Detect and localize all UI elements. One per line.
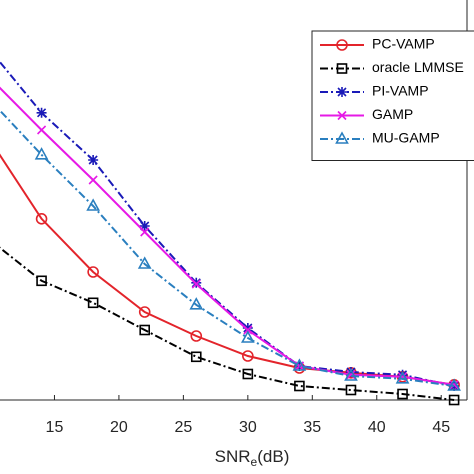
marker xyxy=(139,221,150,231)
series-line xyxy=(0,109,455,387)
legend-marker xyxy=(337,87,347,97)
series-line xyxy=(0,86,455,386)
marker xyxy=(140,227,150,237)
x-axis-label: SNRe(dB) xyxy=(215,447,290,469)
marker xyxy=(37,125,47,135)
x-tick-label: 20 xyxy=(110,419,128,436)
marker xyxy=(139,324,151,336)
marker xyxy=(447,378,461,391)
marker xyxy=(344,368,358,381)
marker xyxy=(242,350,254,362)
legend-label: PC-VAMP xyxy=(372,36,435,52)
marker xyxy=(345,384,357,396)
x-tick-label: 45 xyxy=(432,419,450,436)
marker xyxy=(346,370,356,380)
marker xyxy=(190,351,202,363)
marker xyxy=(138,306,151,318)
legend-label: GAMP xyxy=(372,106,413,122)
marker xyxy=(240,330,255,343)
x-tick-label: 15 xyxy=(46,419,64,436)
x-tick-label: 35 xyxy=(303,419,321,436)
marker xyxy=(190,330,203,342)
legend-marker xyxy=(336,63,348,74)
marker xyxy=(395,371,410,384)
marker xyxy=(87,266,99,278)
marker xyxy=(36,107,47,118)
marker xyxy=(137,256,152,269)
series-line xyxy=(0,153,455,386)
marker xyxy=(242,368,254,380)
x-tick-label: 30 xyxy=(239,419,257,436)
marker xyxy=(449,380,459,390)
x-tick-label: 25 xyxy=(174,419,192,436)
marker xyxy=(88,155,99,165)
marker xyxy=(87,297,99,309)
series-line xyxy=(0,246,455,401)
marker xyxy=(397,388,408,400)
marker xyxy=(345,367,356,377)
legend-label: PI-VAMP xyxy=(372,83,429,99)
series-line xyxy=(0,60,455,387)
marker xyxy=(243,325,253,335)
marker xyxy=(448,394,460,406)
marker xyxy=(294,380,305,392)
legend-label: MU-GAMP xyxy=(372,130,440,146)
marker xyxy=(397,369,408,380)
legend-label: oracle LMMSE xyxy=(372,59,464,75)
marker xyxy=(189,297,204,310)
marker xyxy=(34,147,49,160)
legend-marker xyxy=(337,110,347,121)
x-label-sub: e xyxy=(251,455,258,469)
marker xyxy=(35,213,48,225)
marker xyxy=(36,275,47,287)
marker xyxy=(242,323,253,333)
marker xyxy=(86,198,100,211)
legend-marker xyxy=(336,39,348,51)
x-label-main: SNR xyxy=(215,447,251,466)
x-label-unit: (dB) xyxy=(257,447,289,466)
marker xyxy=(191,279,201,289)
legend-marker xyxy=(335,131,349,144)
marker xyxy=(88,175,98,185)
x-tick-label: 40 xyxy=(368,419,386,436)
legend: PC-VAMP oracle LMMSE PI-VAMP GAMP MU-GAMP xyxy=(311,30,474,161)
marker xyxy=(292,358,307,371)
